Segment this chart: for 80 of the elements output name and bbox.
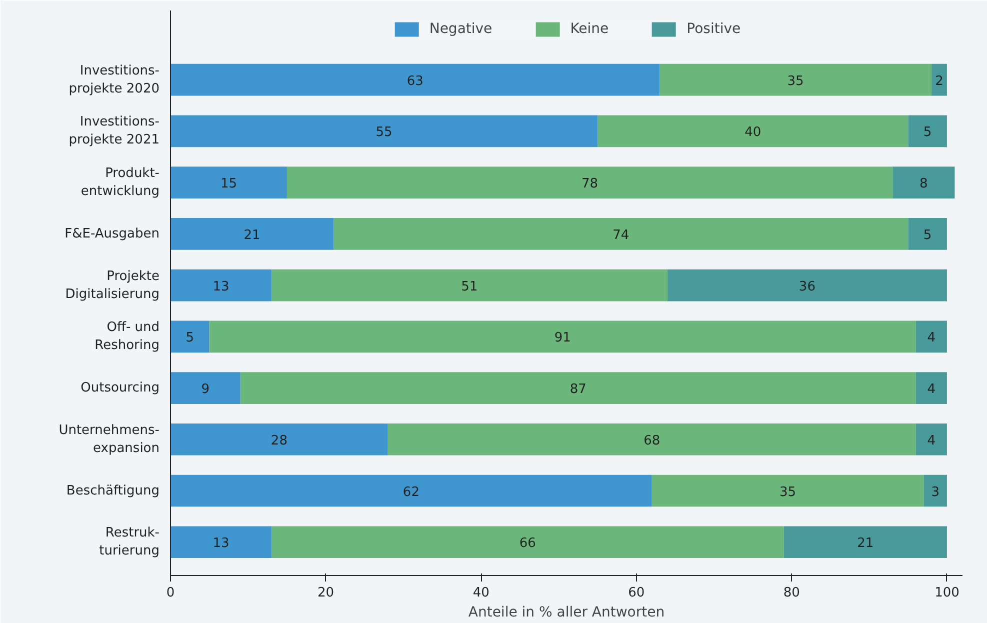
data-label: 21 <box>244 228 260 243</box>
y-tick-label: F&E-Ausgaben <box>64 226 160 242</box>
data-label: 13 <box>212 279 230 294</box>
x-tick-label: 0 <box>166 586 175 600</box>
bar <box>667 269 947 302</box>
data-label: 68 <box>644 433 660 448</box>
bar <box>388 423 916 456</box>
y-tick-label: Produkt- entwicklung <box>80 166 160 200</box>
bar <box>240 372 916 404</box>
bar <box>931 64 947 96</box>
bar <box>209 320 916 353</box>
bar <box>784 526 947 558</box>
data-label: 15 <box>220 176 238 192</box>
data-label: 36 <box>798 279 816 294</box>
bar <box>924 474 947 507</box>
y-tick-label: Outsourcing <box>80 380 160 396</box>
data-label: 35 <box>780 484 796 500</box>
x-tick-label: 40 <box>472 586 490 600</box>
bar <box>916 320 947 353</box>
data-label: 62 <box>402 484 420 500</box>
bar <box>660 64 932 96</box>
data-label: 66 <box>519 536 536 552</box>
bar <box>170 166 287 198</box>
data-label: 13 <box>212 536 230 552</box>
bar <box>916 423 947 456</box>
data-label: 51 <box>461 279 478 294</box>
legend-label: Negative <box>429 21 492 37</box>
bar <box>908 115 947 148</box>
bar <box>170 115 598 148</box>
y-tick-label: Projekte Digitalisierung <box>65 268 160 302</box>
bar <box>892 166 955 198</box>
bar <box>652 474 924 507</box>
bar <box>598 115 908 148</box>
x-tick-label: 60 <box>628 586 645 600</box>
data-label: 78 <box>582 176 598 192</box>
y-tick-label: Investitions- projekte 2021 <box>68 114 160 148</box>
x-tick-label: 80 <box>783 586 800 600</box>
data-label: 87 <box>570 382 586 398</box>
data-label: 4 <box>927 382 936 398</box>
bar <box>170 64 660 96</box>
bar <box>916 372 947 404</box>
bar <box>271 526 784 558</box>
bar <box>170 372 240 404</box>
data-label: 40 <box>744 125 762 140</box>
bar <box>170 218 334 250</box>
data-label: 63 <box>406 74 424 89</box>
data-label: 2 <box>935 74 944 89</box>
data-label: 4 <box>927 433 936 448</box>
bar <box>286 166 893 198</box>
bar <box>908 218 947 250</box>
data-label: 55 <box>376 125 392 140</box>
legend-label: Keine <box>570 21 609 37</box>
legend-label: Positive <box>686 21 741 37</box>
bar <box>170 423 388 456</box>
y-tick-label: Off- und Reshoring <box>94 320 160 354</box>
data-label: 5 <box>186 330 194 346</box>
data-label: 9 <box>201 382 210 398</box>
y-tick-label: Investitions- projekte 2020 <box>68 63 160 96</box>
data-label: 74 <box>612 228 630 243</box>
data-label: 28 <box>270 433 288 448</box>
x-tick-label: 20 <box>318 586 334 600</box>
data-label: 5 <box>923 228 932 243</box>
x-tick-label: 100 <box>934 586 960 600</box>
data-label: 4 <box>927 330 936 346</box>
data-label: 8 <box>920 176 928 192</box>
data-label: 3 <box>931 484 940 500</box>
y-tick-label: Beschäftigung <box>66 483 160 498</box>
y-tick-label: Restruk- turierung <box>99 526 160 559</box>
bar <box>271 269 668 302</box>
x-axis-title: Anteile in % aller Antworten <box>468 604 665 620</box>
bar <box>170 526 272 558</box>
bar <box>170 320 210 353</box>
y-tick-label: Unternehmens- expansion <box>58 422 160 456</box>
bar <box>334 218 908 250</box>
bar <box>170 474 652 507</box>
data-label: 91 <box>554 330 571 346</box>
data-label: 5 <box>923 125 932 140</box>
data-label: 21 <box>857 536 874 552</box>
bar <box>170 269 272 302</box>
data-label: 35 <box>787 74 804 89</box>
